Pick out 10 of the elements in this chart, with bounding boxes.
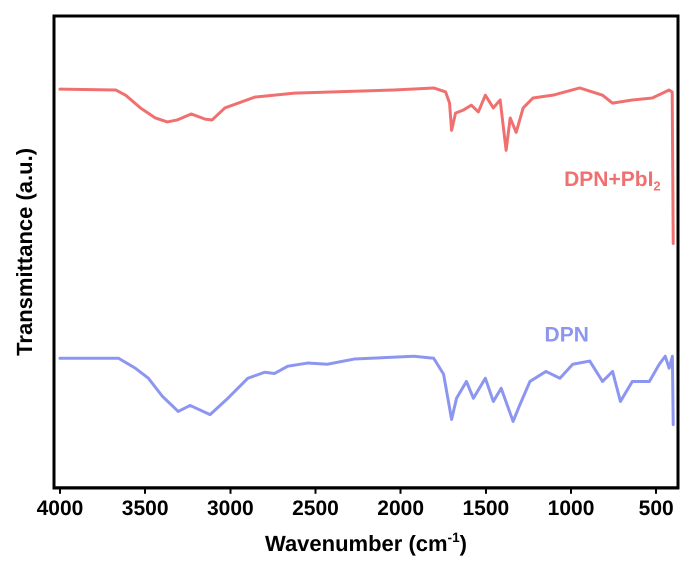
x-tick-label: 4000 <box>36 497 84 520</box>
x-tick-label: 2000 <box>377 497 424 520</box>
x-tick-label: 3000 <box>206 497 254 520</box>
x-tick-label: 1000 <box>548 497 594 520</box>
x-tick-label: 2500 <box>292 497 339 520</box>
series-label: DPN <box>544 324 589 347</box>
x-tick-label: 500 <box>638 497 674 520</box>
y-axis-title: Transmittance (a.u.) <box>12 148 37 356</box>
x-tick-label: 3500 <box>122 497 168 520</box>
x-tick-label: 1500 <box>462 497 510 520</box>
